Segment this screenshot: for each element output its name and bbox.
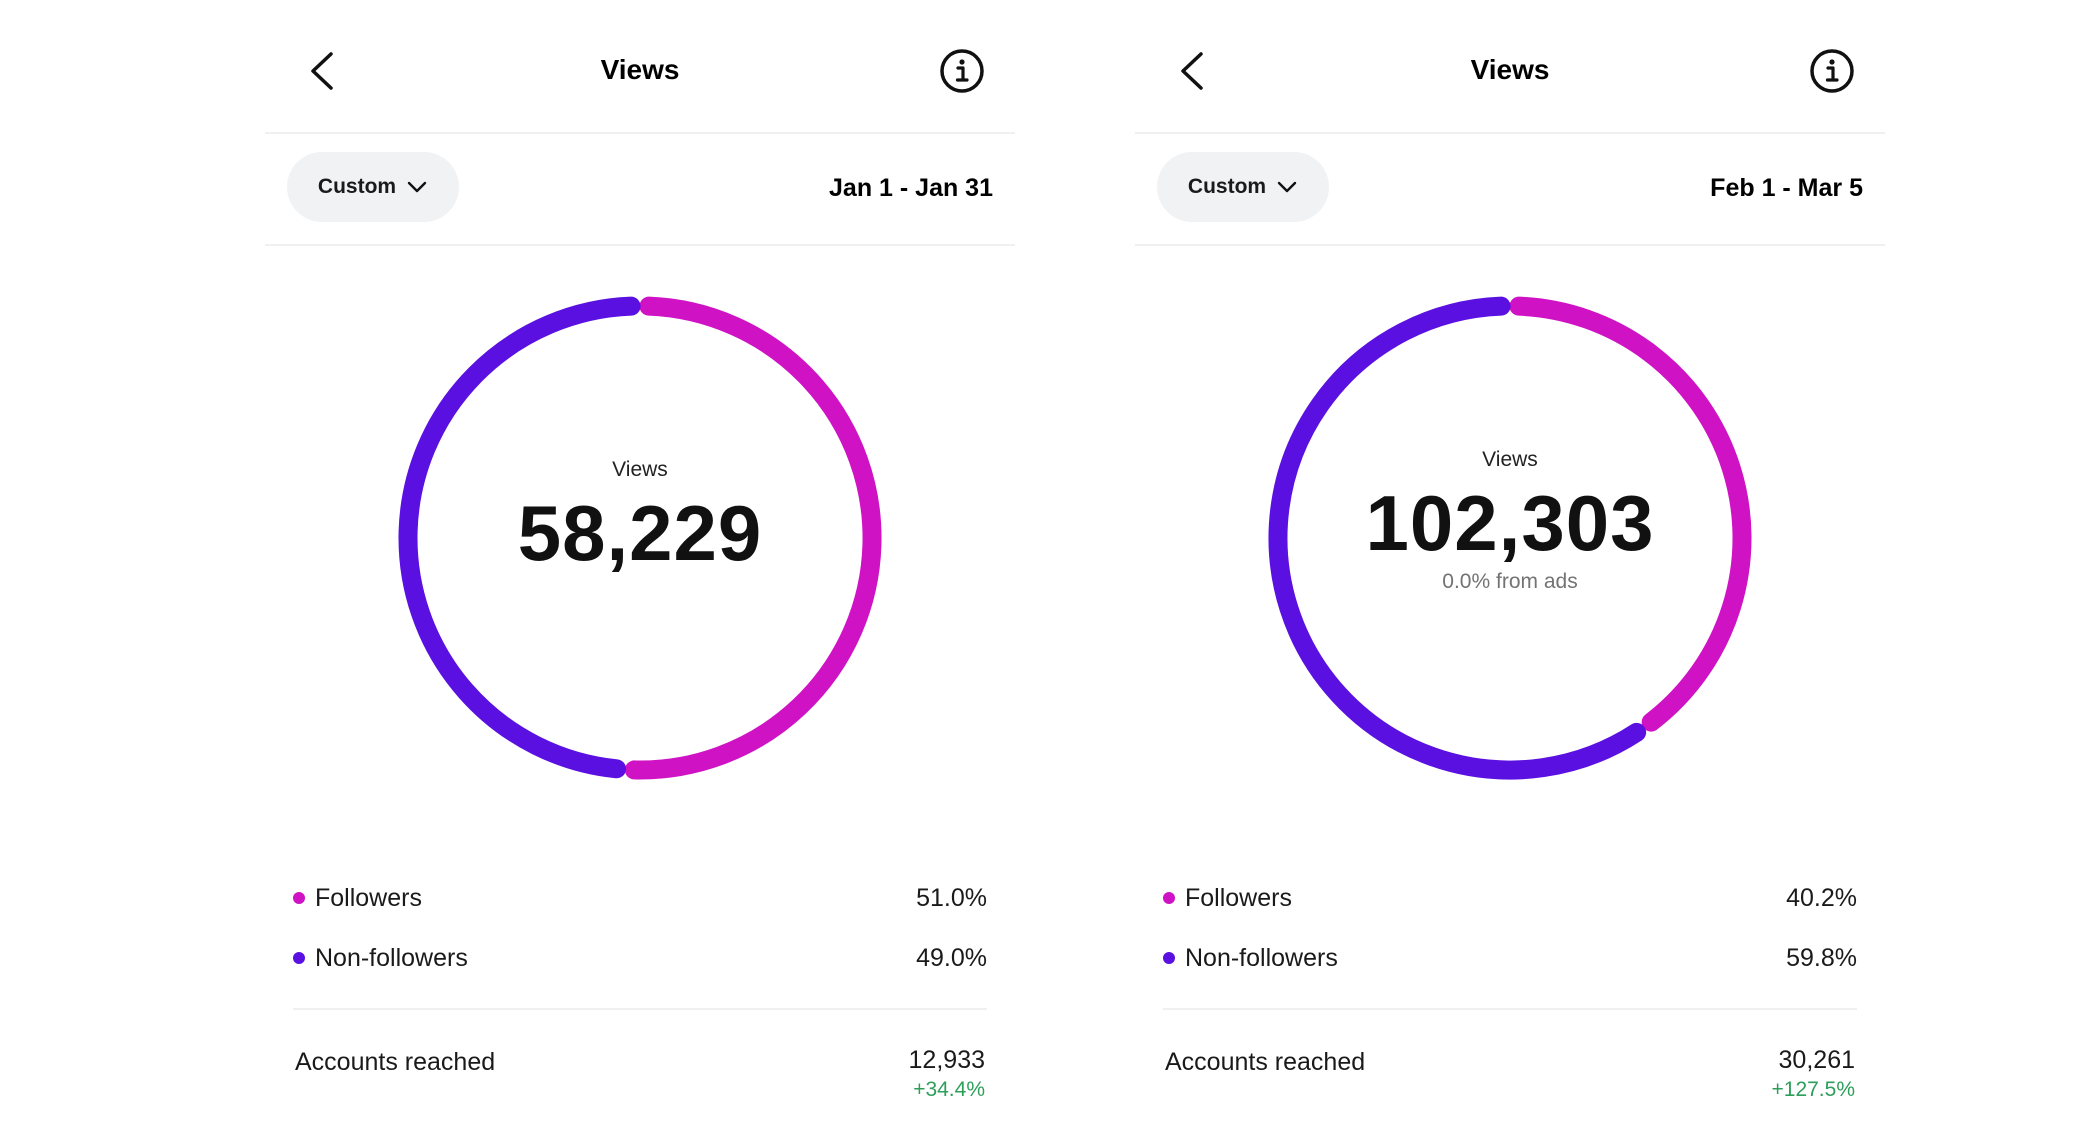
donut-center: Views 102,303 0.0% from ads xyxy=(1260,288,1760,788)
legend-value: 51.0% xyxy=(916,883,987,912)
legend-value: 59.8% xyxy=(1786,943,1857,972)
divider xyxy=(293,1008,987,1010)
chevron-down-icon xyxy=(1277,181,1297,193)
legend-followers: Followers 51.0% xyxy=(293,878,987,918)
accounts-reached-label: Accounts reached xyxy=(295,1048,496,1076)
date-range: Feb 1 - Mar 5 xyxy=(1710,174,1863,202)
legend-label: Followers xyxy=(1185,883,1292,912)
donut-segment-followers xyxy=(624,296,882,780)
legend-value: 40.2% xyxy=(1786,883,1857,912)
header-bar: Views xyxy=(265,0,1015,134)
custom-range-label: Custom xyxy=(317,175,397,198)
legend-label: Followers xyxy=(315,883,422,912)
custom-range-dropdown[interactable]: Custom xyxy=(1157,152,1329,222)
info-icon[interactable] xyxy=(1809,48,1855,94)
page-title: Views xyxy=(600,54,680,85)
date-range: Jan 1 - Jan 31 xyxy=(829,174,993,202)
donut-center: Views 58,229 xyxy=(390,288,890,788)
header-bar: Views xyxy=(1135,0,1885,134)
page-title: Views xyxy=(1470,54,1550,85)
views-total: 102,303 xyxy=(1365,479,1655,567)
followers-dot xyxy=(1163,892,1175,904)
accounts-reached-value: 30,261 xyxy=(1778,1046,1855,1074)
chevron-left-icon[interactable] xyxy=(1175,50,1209,92)
accounts-reached-value: 12,933 xyxy=(908,1046,985,1074)
accounts-reached-change: +34.4% xyxy=(913,1078,985,1101)
legend-non-followers: Non-followers 49.0% xyxy=(293,938,987,978)
views-donut-chart: Views 58,229 xyxy=(390,288,890,788)
legend-followers: Followers 40.2% xyxy=(1163,878,1857,918)
non-followers-dot xyxy=(1163,952,1175,964)
legend-label: Non-followers xyxy=(1185,943,1338,972)
filter-row: Custom Jan 1 - Jan 31 xyxy=(265,134,1015,246)
ads-share: 0.0% from ads xyxy=(1442,570,1578,593)
donut-segment-followers xyxy=(1509,296,1752,732)
accounts-reached-row[interactable]: Accounts reached 12,933 +34.4% xyxy=(295,1042,985,1102)
legend-value: 49.0% xyxy=(916,943,987,972)
divider xyxy=(1163,1008,1857,1010)
accounts-reached-row[interactable]: Accounts reached 30,261 +127.5% xyxy=(1165,1042,1855,1102)
views-total: 58,229 xyxy=(517,489,763,577)
views-panel-feb-mar: Views Custom Feb 1 - Mar 5 Views 102,303… xyxy=(1135,0,1885,1148)
accounts-reached-change: +127.5% xyxy=(1771,1078,1856,1101)
donut-svg xyxy=(1268,296,1752,780)
info-icon[interactable] xyxy=(939,48,985,94)
donut-segment-non-followers xyxy=(398,296,641,779)
center-label: Views xyxy=(1482,448,1538,471)
views-panel-jan: Views Custom Jan 1 - Jan 31 Views 58,229 xyxy=(265,0,1015,1148)
legend-non-followers: Non-followers 59.8% xyxy=(1163,938,1857,978)
center-label: Views xyxy=(612,458,668,481)
legend-label: Non-followers xyxy=(315,943,468,972)
chevron-left-icon[interactable] xyxy=(305,50,339,92)
views-donut-chart: Views 102,303 0.0% from ads xyxy=(1260,288,1760,788)
filter-row: Custom Feb 1 - Mar 5 xyxy=(1135,134,1885,246)
donut-segment-non-followers xyxy=(1268,296,1647,780)
chevron-down-icon xyxy=(407,181,427,193)
accounts-reached-label: Accounts reached xyxy=(1165,1048,1366,1076)
non-followers-dot xyxy=(293,952,305,964)
followers-dot xyxy=(293,892,305,904)
custom-range-dropdown[interactable]: Custom xyxy=(287,152,459,222)
custom-range-label: Custom xyxy=(1187,175,1267,198)
donut-svg xyxy=(398,296,882,780)
